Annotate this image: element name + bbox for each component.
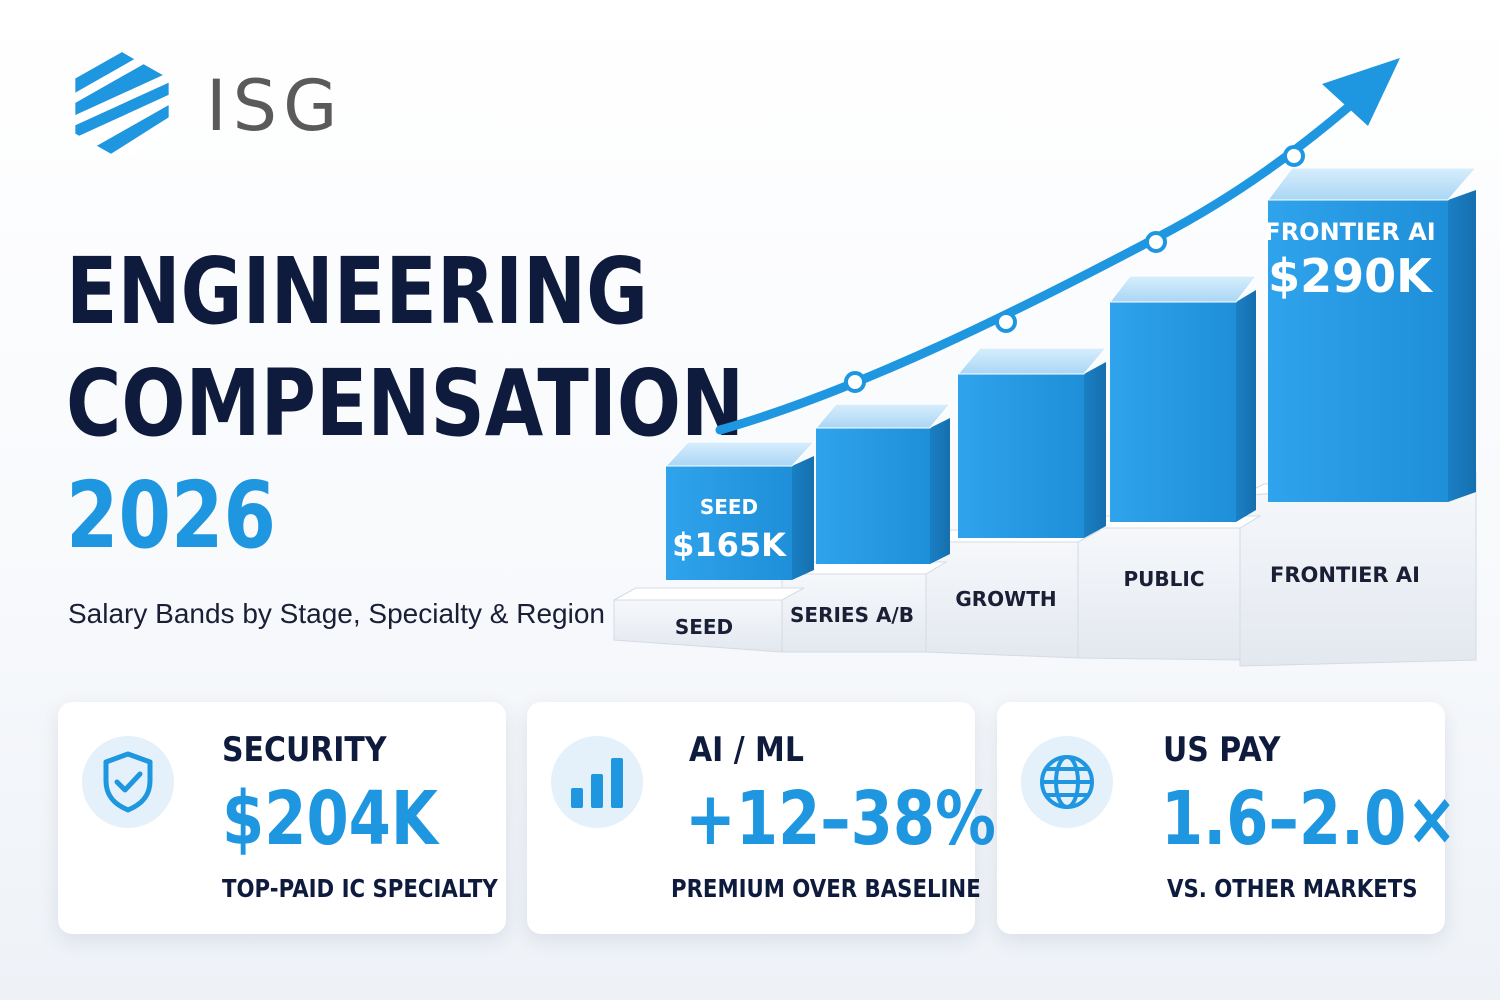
bar-growth (956, 347, 1108, 538)
card-caption-us-pay: VS. OTHER MARKETS (1167, 874, 1418, 903)
brand-name: ISG (206, 65, 344, 147)
headline-line-2: COMPENSATION (66, 350, 745, 457)
shield-check-icon (82, 736, 174, 828)
trend-point-1 (844, 371, 866, 393)
tick-label-public: PUBLIC (1123, 567, 1204, 591)
card-label-us-pay: US PAY (1163, 730, 1281, 770)
card-value-us-pay: 1.6–2.0× (1161, 776, 1458, 862)
tick-label-growth: GROWTH (955, 587, 1056, 611)
bar-chart-icon (551, 736, 643, 828)
tick-label-seed: SEED (675, 615, 733, 639)
card-label-security: SECURITY (222, 730, 387, 770)
callout-value-seed: $165K (672, 526, 787, 564)
card-value-security: $204K (222, 776, 438, 862)
hexagon-logo-icon (75, 52, 169, 160)
card-value-ai-ml: +12–38% (685, 776, 996, 862)
card-caption-ai-ml: PREMIUM OVER BASELINE (671, 874, 981, 903)
isg-logo: ISG (66, 50, 343, 162)
bar-seed (664, 441, 816, 580)
bar-series-ab (814, 403, 952, 564)
callout-label-seed: SEED (700, 495, 758, 519)
globe-icon (1021, 736, 1113, 828)
headline-year: 2026 (66, 462, 276, 569)
stat-card-ai-ml: AI / ML +12–38% PREMIUM OVER BASELINE (527, 702, 996, 934)
stat-card-us-pay: US PAY 1.6–2.0× VS. OTHER MARKETS (997, 702, 1457, 934)
trend-point-4 (1283, 145, 1305, 167)
pedestal-public (1077, 527, 1241, 661)
tick-label-frontier-ai: FRONTIER AI (1270, 563, 1420, 587)
card-caption-security: TOP-PAID IC SPECIALTY (222, 874, 498, 903)
tick-label-series-ab: SERIES A/B (790, 603, 914, 627)
stat-card-security: SECURITY $204K TOP-PAID IC SPECIALTY (58, 702, 506, 934)
trend-arrow (715, 58, 1400, 435)
bar-frontier-ai (1267, 167, 1478, 502)
callout-label-frontier-ai: FRONTIER AI (1264, 218, 1435, 246)
bar-public (1108, 275, 1258, 522)
callout-value-frontier-ai: $290K (1268, 249, 1434, 303)
headline-line-1: ENGINEERING (66, 238, 649, 345)
card-label-ai-ml: AI / ML (689, 730, 804, 770)
trend-point-2 (995, 311, 1017, 333)
subtitle: Salary Bands by Stage, Specialty & Regio… (68, 598, 605, 629)
compensation-stage-chart: SEED SERIES A/B GROWTH PUBLIC FRONTIER A… (613, 58, 1478, 667)
headline: ENGINEERING COMPENSATION 2026 (66, 236, 893, 572)
trend-point-3 (1145, 231, 1167, 253)
